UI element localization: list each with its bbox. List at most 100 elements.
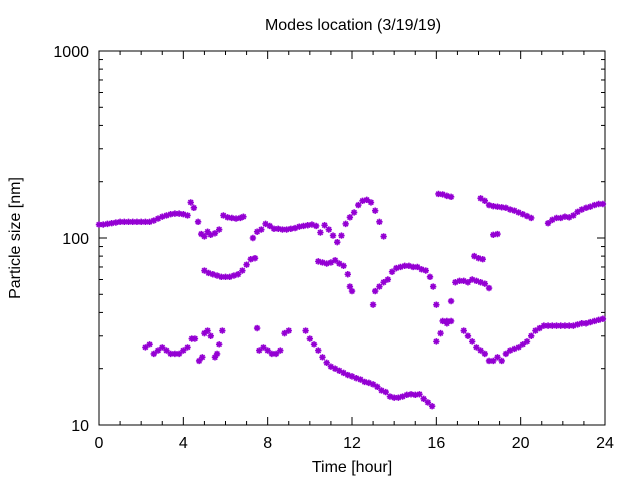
data-point-mode-2 xyxy=(468,276,476,283)
data-point-mode-1 xyxy=(591,201,598,209)
data-point-mode-1 xyxy=(240,213,247,220)
data-point-mode-1 xyxy=(511,207,518,214)
data-point-mode-2 xyxy=(348,287,356,295)
data-point-mode-2 xyxy=(479,256,486,263)
data-point-mode-1 xyxy=(490,202,497,210)
data-point-mode-1 xyxy=(108,219,115,227)
data-point-mode-3 xyxy=(540,322,548,329)
data-point-mode-2 xyxy=(485,284,493,292)
data-point-mode-3 xyxy=(374,383,381,391)
data-point-mode-3 xyxy=(310,341,318,348)
data-point-mode-1 xyxy=(595,200,602,208)
data-point-mode-2 xyxy=(201,267,208,274)
data-point-mode-3 xyxy=(175,350,183,358)
data-point-mode-3 xyxy=(191,335,199,342)
data-point-mode-1 xyxy=(159,213,166,220)
data-point-mode-1 xyxy=(355,201,362,209)
data-point-mode-1 xyxy=(300,222,307,230)
data-points xyxy=(95,190,607,410)
data-point-mode-2 xyxy=(447,297,455,305)
data-point-mode-3 xyxy=(536,324,543,332)
data-point-mode-1 xyxy=(187,199,194,206)
data-point-mode-1 xyxy=(367,199,375,206)
data-point-mode-2 xyxy=(222,273,229,281)
data-point-mode-1 xyxy=(599,200,607,208)
data-point-mode-1 xyxy=(207,231,214,239)
data-point-mode-2 xyxy=(464,279,472,286)
data-point-mode-2 xyxy=(327,259,335,266)
data-point-mode-3 xyxy=(336,367,343,374)
x-tick-label: 24 xyxy=(596,435,614,452)
data-point-mode-3 xyxy=(528,332,535,339)
data-point-mode-1 xyxy=(380,233,387,240)
data-point-mode-2 xyxy=(460,277,467,285)
data-point-mode-2 xyxy=(213,272,221,279)
data-point-mode-1 xyxy=(317,229,324,236)
data-point-mode-1 xyxy=(137,218,145,226)
data-point-mode-3 xyxy=(340,369,347,377)
data-point-mode-3 xyxy=(420,395,427,403)
data-point-mode-3 xyxy=(587,318,594,326)
data-point-mode-1 xyxy=(481,197,489,205)
data-point-mode-3 xyxy=(184,344,191,351)
data-point-mode-3 xyxy=(253,324,261,332)
data-point-mode-1 xyxy=(283,226,290,233)
x-axis-label: Time [hour] xyxy=(312,459,392,476)
data-point-mode-3 xyxy=(390,394,398,401)
data-point-mode-1 xyxy=(175,210,183,217)
data-point-mode-1 xyxy=(485,201,493,209)
data-point-mode-3 xyxy=(159,344,166,351)
data-point-mode-1 xyxy=(253,228,261,235)
data-point-mode-2 xyxy=(319,259,326,266)
data-point-mode-1 xyxy=(125,218,132,226)
data-point-mode-3 xyxy=(315,347,322,354)
data-point-mode-3 xyxy=(412,391,419,399)
data-point-mode-1 xyxy=(296,223,303,230)
x-tick-label: 16 xyxy=(427,435,445,452)
data-point-mode-3 xyxy=(506,347,514,354)
data-point-mode-1 xyxy=(279,226,286,233)
y-axis: 10 100 1000 xyxy=(53,44,605,435)
data-point-mode-1 xyxy=(587,203,594,210)
data-point-mode-1 xyxy=(198,230,205,238)
data-point-mode-3 xyxy=(416,391,423,398)
data-point-mode-3 xyxy=(433,338,440,345)
data-point-mode-1 xyxy=(215,226,223,233)
data-point-mode-2 xyxy=(336,260,343,267)
data-point-mode-1 xyxy=(570,212,577,219)
data-point-mode-1 xyxy=(494,203,501,210)
data-point-mode-1 xyxy=(224,214,231,221)
data-point-mode-1 xyxy=(204,228,211,235)
data-point-mode-2 xyxy=(205,269,212,277)
data-point-mode-2 xyxy=(251,254,259,262)
data-point-mode-3 xyxy=(443,320,451,327)
data-point-mode-3 xyxy=(494,354,501,361)
data-point-mode-3 xyxy=(532,327,539,334)
x-tick-label: 12 xyxy=(343,435,361,452)
data-point-mode-2 xyxy=(433,301,440,308)
data-point-mode-3 xyxy=(268,350,276,358)
chart-title: Modes location (3/19/19) xyxy=(265,17,441,34)
data-point-mode-1 xyxy=(557,214,564,222)
data-point-mode-3 xyxy=(331,365,339,372)
data-point-mode-2 xyxy=(376,283,383,290)
data-point-mode-2 xyxy=(247,256,254,263)
data-point-mode-2 xyxy=(494,230,501,238)
data-point-mode-3 xyxy=(195,357,203,365)
data-point-mode-2 xyxy=(439,317,446,325)
data-point-mode-3 xyxy=(553,322,560,329)
data-point-mode-3 xyxy=(150,350,158,358)
x-tick-label: 20 xyxy=(512,435,530,452)
data-point-mode-3 xyxy=(386,393,394,400)
data-point-mode-1 xyxy=(163,212,170,219)
data-point-mode-1 xyxy=(574,208,581,216)
data-point-mode-3 xyxy=(382,388,389,396)
data-point-mode-1 xyxy=(553,214,560,222)
data-point-mode-3 xyxy=(570,322,577,329)
data-point-mode-1 xyxy=(549,216,556,224)
data-point-mode-2 xyxy=(239,267,246,274)
data-point-mode-1 xyxy=(171,210,179,217)
data-point-mode-3 xyxy=(591,317,598,325)
data-point-mode-2 xyxy=(230,272,238,279)
data-point-mode-1 xyxy=(266,222,273,230)
